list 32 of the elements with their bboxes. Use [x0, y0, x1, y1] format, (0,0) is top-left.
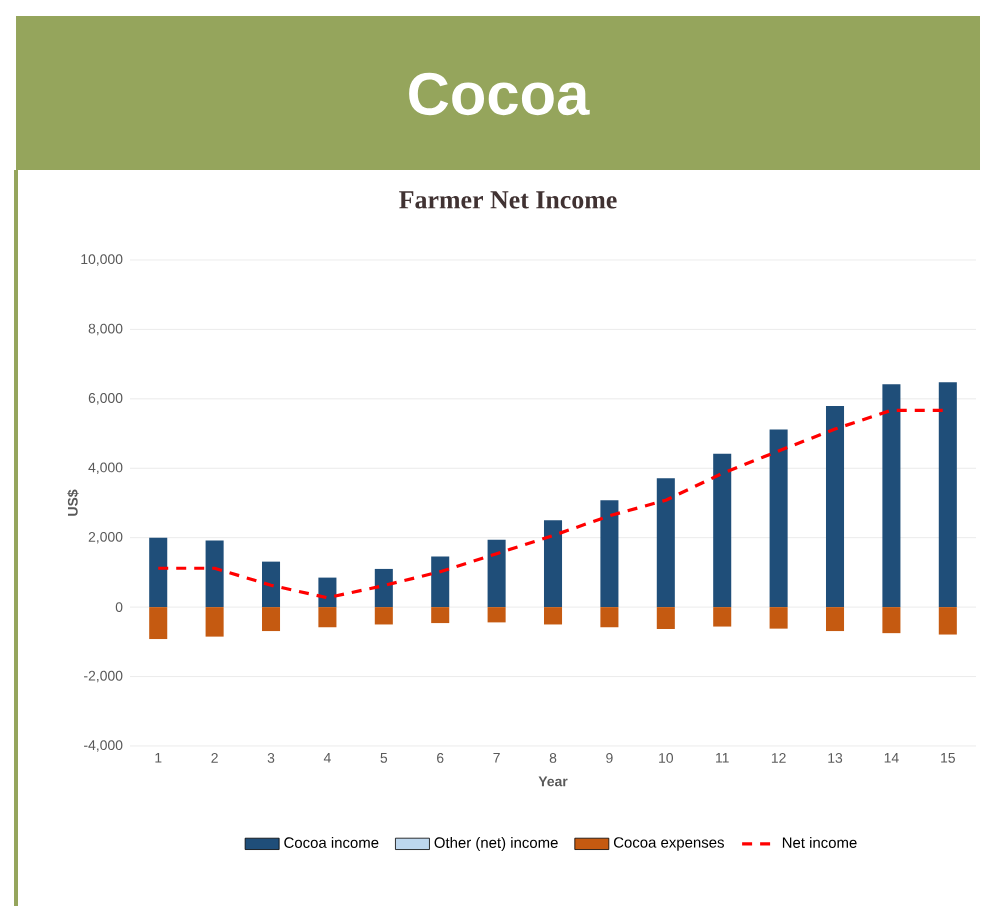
bar: [600, 607, 619, 628]
bar: [882, 384, 901, 608]
bar: [600, 500, 619, 608]
bar: [938, 382, 957, 608]
bar: [205, 540, 224, 608]
bar: [543, 607, 563, 625]
bar: [882, 607, 901, 634]
bar: [769, 429, 788, 608]
bar: [656, 607, 675, 629]
chart-title: Cocoa: [409, 72, 590, 116]
bar: [713, 607, 732, 627]
bar: [487, 539, 506, 608]
bar: [431, 607, 450, 624]
bar: [656, 478, 675, 608]
chart-subtitle: Farmer Net Income: [399, 191, 617, 209]
bar: [713, 453, 732, 608]
bar: [543, 520, 563, 608]
bar: [205, 607, 224, 637]
bar: [431, 556, 450, 608]
bar: [149, 607, 168, 640]
bar: [318, 607, 337, 628]
bar: [318, 577, 337, 608]
bar: [261, 607, 281, 632]
bar: [938, 607, 957, 635]
bar: [374, 568, 393, 608]
bar: [487, 607, 506, 623]
bar: [825, 607, 845, 632]
bar: [149, 537, 168, 608]
bar: [769, 607, 788, 629]
bar: [374, 607, 393, 625]
bar: [825, 406, 845, 608]
bar: [261, 561, 281, 608]
